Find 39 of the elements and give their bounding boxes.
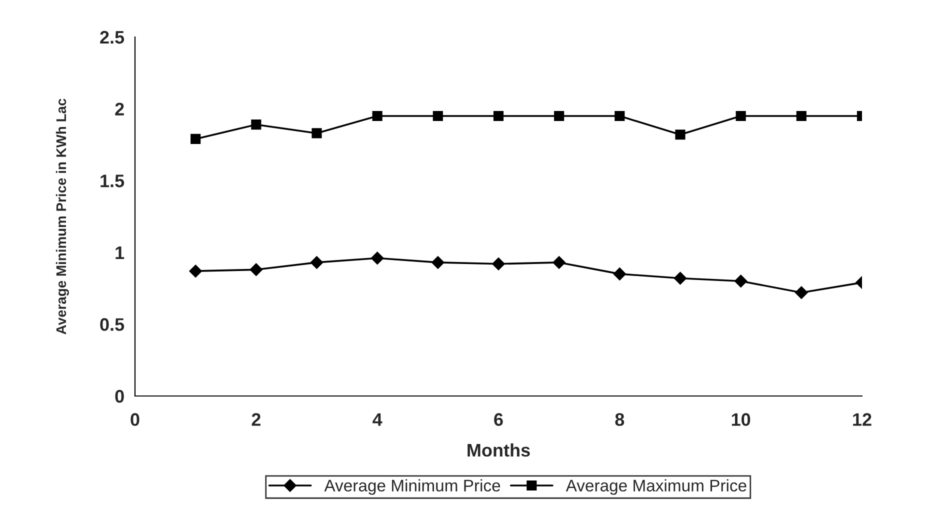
point	[552, 256, 566, 269]
point	[675, 130, 686, 140]
x-tick-label: 4	[372, 413, 382, 426]
x-axis-title: Months	[468, 443, 530, 457]
y-tick-label: 0	[115, 390, 124, 403]
point	[613, 268, 626, 280]
point	[190, 134, 201, 144]
point	[554, 110, 564, 122]
y-tick-label: 0.5	[100, 318, 124, 331]
x-tick-label: 12	[853, 413, 872, 426]
point	[795, 286, 808, 300]
x-tick-label: 6	[494, 413, 503, 426]
point	[796, 110, 806, 122]
point	[372, 110, 382, 122]
point	[251, 120, 262, 130]
x-tick-label: 8	[615, 413, 624, 426]
legend-label: Average Minimum Price	[324, 479, 500, 495]
y-tick-label: 2	[115, 102, 124, 116]
point	[312, 128, 322, 138]
point	[493, 110, 504, 122]
y-tick-label: 2.5	[100, 30, 124, 44]
point	[310, 256, 324, 269]
point	[250, 263, 263, 276]
point	[370, 252, 384, 265]
x-tick-label: 2	[252, 413, 260, 426]
y-tick-label: 1	[116, 246, 124, 259]
point	[736, 110, 746, 122]
y-tick-label: 1.5	[100, 174, 124, 188]
legend-label: Average Maximum Price	[566, 479, 746, 495]
point	[189, 264, 202, 278]
y-axis-title: Average Minimum Price in KWh Lac	[56, 98, 69, 334]
point	[674, 272, 687, 285]
point	[492, 257, 505, 270]
x-tick-label: 10	[732, 413, 750, 426]
point	[614, 110, 625, 122]
point	[734, 274, 748, 288]
point	[432, 256, 444, 269]
x-tick-label: 0	[130, 413, 140, 426]
point	[432, 110, 443, 122]
